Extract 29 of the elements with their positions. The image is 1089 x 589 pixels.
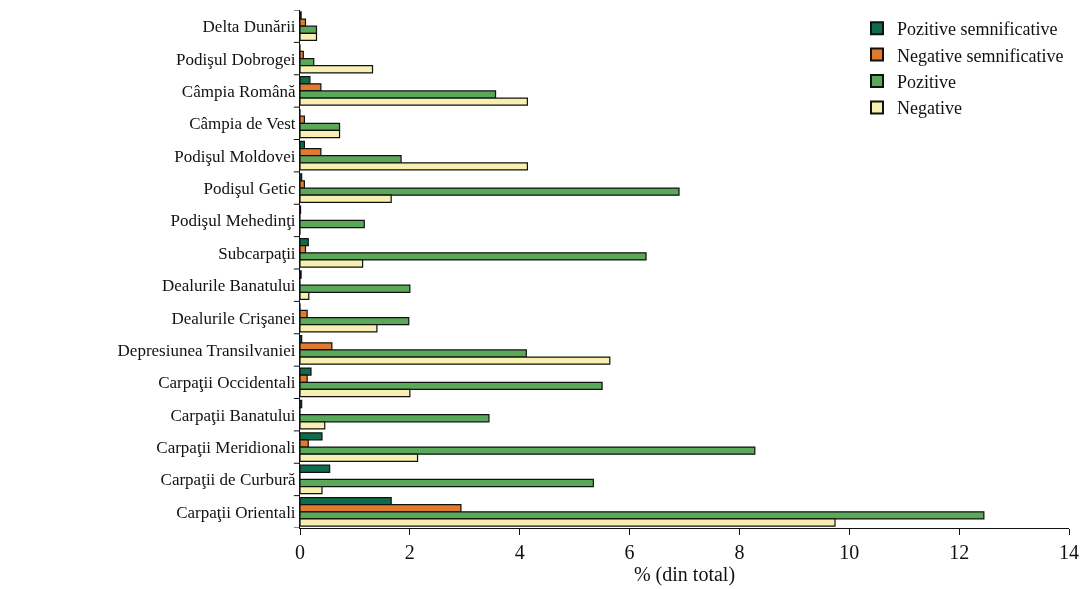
y-tick-label: Dealurile Crişanei <box>171 308 296 328</box>
y-tick-label: Carpaţii Orientali <box>176 502 296 522</box>
y-tick-label: Delta Dunării <box>202 17 296 37</box>
y-tick-label: Carpaţii Banatului <box>170 405 296 425</box>
x-tick-label: 0 <box>295 541 305 563</box>
legend-label: Pozitive <box>897 72 956 93</box>
x-tick-label: 14 <box>1059 541 1079 563</box>
y-tick-label: Dealurile Banatului <box>162 276 296 296</box>
legend-label: Negative <box>897 98 962 119</box>
x-tick-label: 6 <box>624 541 635 563</box>
x-tick-label: 12 <box>949 541 970 563</box>
x-tick-label: 4 <box>514 541 525 563</box>
y-tick-label: Podişul Getic <box>203 179 297 199</box>
y-tick-label: Podişul Dobrogei <box>176 49 296 69</box>
y-tick-label: Câmpia de Vest <box>189 114 296 134</box>
y-tick-label: Podişul Moldovei <box>174 146 296 166</box>
y-tick-label: Subcarpaţii <box>218 243 296 263</box>
y-tick-label: Carpaţii Meridionali <box>156 438 296 458</box>
x-axis-title: % (din total) <box>633 563 736 586</box>
y-tick-label: Depresiunea Transilvaniei <box>117 340 296 360</box>
x-tick-label: 8 <box>734 541 745 563</box>
y-tick-label: Carpaţii de Curbură <box>160 470 297 490</box>
y-tick-label: Carpaţii Occidentali <box>158 373 296 393</box>
y-tick-label: Podişul Mehedinţi <box>170 211 296 231</box>
x-tick-label: 10 <box>839 541 860 563</box>
legend-label: Negative semnificative <box>897 45 1064 66</box>
x-tick-label: 2 <box>404 541 415 563</box>
y-tick-label: Câmpia Română <box>181 81 297 101</box>
legend-label: Pozitive semnificative <box>897 19 1058 40</box>
